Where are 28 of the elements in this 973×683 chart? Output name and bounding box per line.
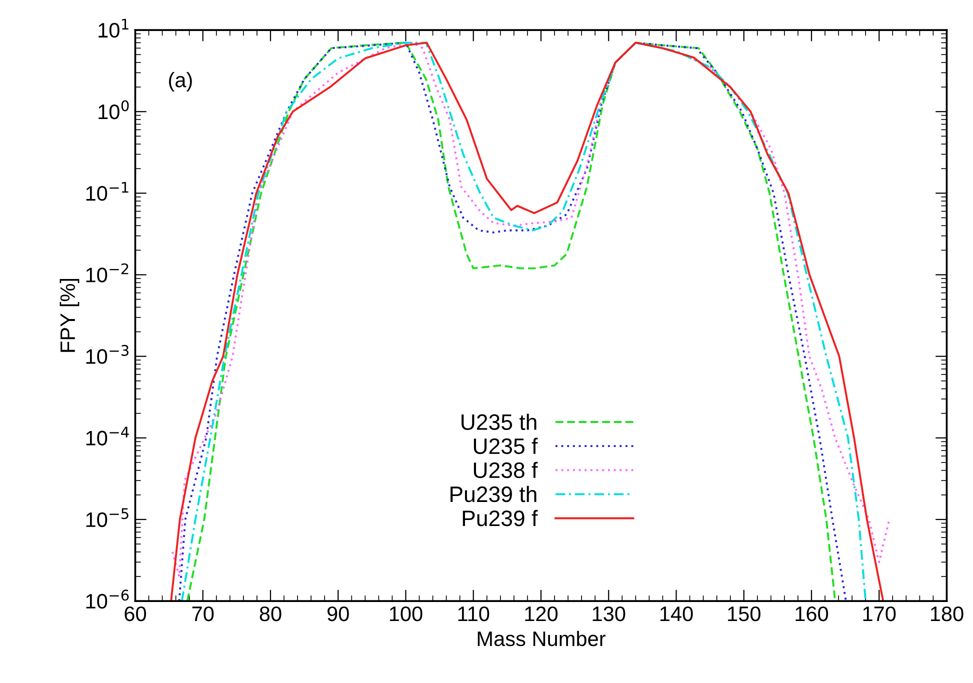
x-tick-label: 120 bbox=[525, 606, 558, 622]
x-tick-label: 60 bbox=[124, 606, 146, 622]
y-axis-title: FPY [%] bbox=[60, 279, 80, 352]
y-tick-label: 10$^{1}$ bbox=[98, 18, 128, 38]
y-tick-label: 10$^{−3}$ bbox=[86, 344, 128, 364]
x-tick-label: 140 bbox=[660, 606, 693, 622]
y-tick-label: 10$^{−4}$ bbox=[86, 426, 129, 446]
y-tick-label: 10$^{0}$ bbox=[98, 100, 129, 120]
x-tick-label: 160 bbox=[796, 606, 828, 622]
legend-label: U235 f bbox=[474, 438, 538, 454]
y-tick-label: 10$^{−2}$ bbox=[86, 263, 128, 282]
x-tick-label: 80 bbox=[260, 606, 282, 622]
legend-label: U238 f bbox=[474, 462, 538, 478]
annotation: (a) bbox=[169, 72, 192, 92]
x-tick-label: 180 bbox=[930, 606, 964, 622]
legend-label: U235 th bbox=[462, 414, 536, 430]
x-tick-label: 130 bbox=[592, 606, 626, 622]
x-tick-label: 70 bbox=[192, 606, 214, 622]
y-tick-label: 10$^{−1}$ bbox=[86, 182, 128, 201]
x-tick-label: 150 bbox=[728, 606, 760, 622]
x-tick-label: 110 bbox=[458, 606, 490, 622]
x-axis-title: Mass Number bbox=[478, 630, 606, 646]
x-tick-label: 90 bbox=[328, 606, 349, 622]
x-tick-label: 100 bbox=[390, 606, 422, 622]
legend-label: Pu239 th bbox=[450, 486, 536, 502]
y-tick-label: 10$^{−5}$ bbox=[86, 508, 128, 528]
legend-label: Pu239 f bbox=[462, 510, 538, 526]
x-tick-label: 170 bbox=[863, 606, 896, 622]
